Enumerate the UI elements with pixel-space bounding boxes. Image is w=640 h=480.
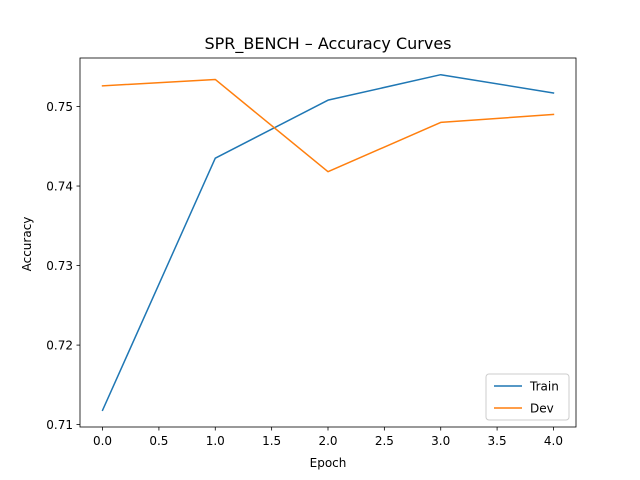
y-tick-label: 0.71 <box>46 418 73 432</box>
x-axis-label: Epoch <box>310 456 347 470</box>
x-tick-label: 4.0 <box>544 434 563 448</box>
y-tick-label: 0.75 <box>46 100 73 114</box>
chart-title: SPR_BENCH – Accuracy Curves <box>204 34 451 54</box>
x-tick-label: 3.5 <box>488 434 507 448</box>
y-axis-label: Accuracy <box>20 217 34 272</box>
plot-area: 0.0 0.5 1.0 1.5 2.0 2.5 3.0 3.5 4.0 0.71 0.72 0.73 0… <box>46 57 577 448</box>
legend-label-dev: Dev <box>530 402 554 416</box>
x-tick-label: 1.0 <box>206 434 225 448</box>
legend: Train Dev <box>485 373 570 421</box>
y-tick-label: 0.72 <box>46 339 73 353</box>
x-tick-label: 2.0 <box>318 434 337 448</box>
y-tick-label: 0.74 <box>46 180 73 194</box>
x-tick-label: 0.0 <box>93 434 112 448</box>
y-tick-label: 0.73 <box>46 259 73 273</box>
x-tick-label: 0.5 <box>149 434 168 448</box>
series-line-dev <box>101 78 555 173</box>
legend-label-train: Train <box>529 380 559 394</box>
x-tick-label: 1.5 <box>262 434 281 448</box>
series-line-train <box>101 73 555 412</box>
x-tick-label: 3.0 <box>431 434 450 448</box>
x-tick-label: 2.5 <box>375 434 394 448</box>
